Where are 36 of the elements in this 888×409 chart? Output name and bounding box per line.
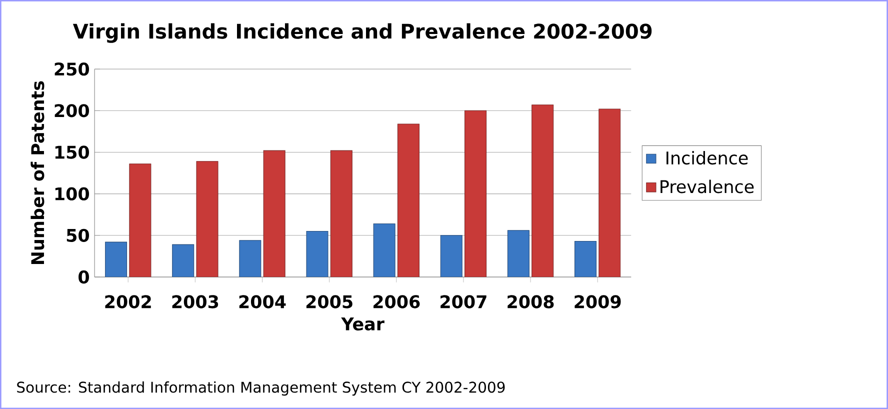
bar — [306, 230, 328, 277]
y-tick-label: 100 — [55, 187, 90, 200]
bar — [373, 223, 396, 277]
bar — [129, 164, 152, 277]
bar — [239, 240, 262, 277]
y-tick-label: 250 — [54, 62, 90, 76]
x-tick-label: 2009 — [574, 295, 621, 308]
x-tick-label: 2006 — [374, 295, 420, 308]
bar — [598, 108, 621, 277]
x-tick-label: 2002 — [105, 295, 151, 308]
chart-title: Virgin Islands Incidence and Prevalence 2002-2009 — [72, 23, 652, 43]
bar — [263, 150, 286, 277]
x-tick-label: 2007 — [440, 295, 486, 308]
bar — [105, 242, 128, 277]
bar — [507, 230, 530, 277]
bar — [464, 110, 487, 277]
legend-label: Incidence — [666, 151, 748, 165]
x-tick-label: 2008 — [508, 295, 554, 308]
y-tick-label: 0 — [78, 270, 89, 284]
bar — [196, 161, 218, 277]
y-tick-label: 200 — [54, 104, 90, 118]
y-tick-label: 50 — [66, 228, 90, 242]
x-tick-label: 2004 — [239, 295, 286, 308]
x-axis-title: Year — [341, 318, 384, 330]
y-tick-label: 150 — [55, 146, 90, 159]
bar — [330, 150, 352, 277]
x-tick-label: 2005 — [306, 295, 352, 308]
x-tick-label: 2003 — [172, 295, 218, 308]
bar — [574, 240, 597, 277]
bar — [440, 235, 462, 277]
bar — [172, 244, 194, 277]
bar — [397, 124, 420, 277]
bar — [532, 104, 554, 277]
source-note: Source: Standard Information Management System CY 2002-2009 — [17, 381, 505, 396]
y-axis-title: Number of Patents — [30, 81, 44, 264]
legend-label: Prevalence — [660, 180, 754, 194]
